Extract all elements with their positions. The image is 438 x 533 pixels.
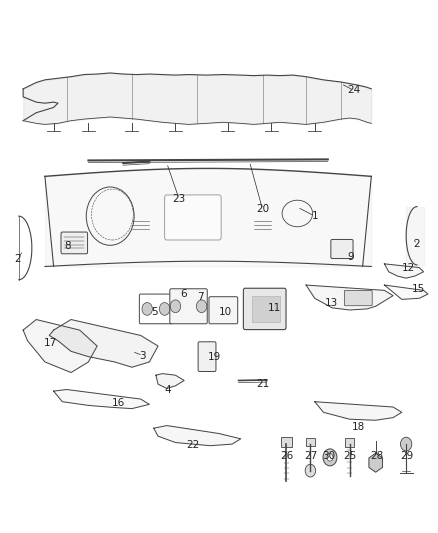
Polygon shape	[49, 319, 158, 367]
Text: 10: 10	[219, 306, 232, 317]
Text: 17: 17	[44, 338, 57, 349]
FancyBboxPatch shape	[281, 437, 292, 447]
Text: 7: 7	[197, 292, 204, 302]
FancyBboxPatch shape	[165, 195, 221, 240]
Text: 5: 5	[151, 306, 158, 317]
FancyBboxPatch shape	[198, 342, 216, 372]
Text: 18: 18	[352, 422, 365, 432]
Text: 23: 23	[172, 193, 186, 204]
Text: 24: 24	[347, 85, 360, 95]
Polygon shape	[385, 285, 428, 300]
Polygon shape	[315, 402, 402, 420]
Text: 2: 2	[14, 254, 21, 263]
Text: 25: 25	[343, 451, 356, 461]
Polygon shape	[154, 425, 241, 446]
Text: 3: 3	[140, 351, 146, 361]
Polygon shape	[23, 319, 97, 373]
FancyBboxPatch shape	[139, 294, 173, 324]
Circle shape	[196, 300, 207, 313]
FancyBboxPatch shape	[244, 288, 286, 329]
Text: 22: 22	[186, 440, 200, 450]
Text: 13: 13	[325, 297, 338, 308]
Circle shape	[400, 437, 412, 451]
Text: 8: 8	[64, 241, 71, 252]
FancyBboxPatch shape	[209, 297, 238, 324]
FancyBboxPatch shape	[331, 239, 353, 259]
FancyBboxPatch shape	[252, 296, 280, 322]
Text: 16: 16	[111, 398, 125, 408]
Circle shape	[323, 449, 337, 466]
Polygon shape	[306, 285, 393, 310]
FancyBboxPatch shape	[345, 438, 354, 447]
FancyBboxPatch shape	[306, 438, 315, 446]
Text: 11: 11	[268, 303, 281, 313]
Text: 30: 30	[322, 451, 336, 461]
Text: 4: 4	[164, 384, 171, 394]
FancyBboxPatch shape	[344, 290, 372, 306]
Text: 9: 9	[348, 252, 354, 262]
Text: 21: 21	[256, 379, 269, 389]
Text: 15: 15	[412, 284, 425, 294]
Text: 20: 20	[256, 204, 269, 214]
Text: 29: 29	[400, 451, 413, 461]
Text: 12: 12	[402, 263, 415, 272]
Text: 2: 2	[414, 239, 420, 249]
Circle shape	[142, 303, 152, 316]
Circle shape	[159, 303, 170, 316]
Text: 19: 19	[208, 352, 221, 361]
Circle shape	[170, 300, 181, 313]
Text: 27: 27	[304, 451, 317, 461]
Text: 1: 1	[311, 211, 318, 221]
Circle shape	[327, 454, 333, 461]
FancyBboxPatch shape	[170, 289, 207, 324]
Polygon shape	[156, 374, 184, 389]
FancyBboxPatch shape	[61, 232, 88, 254]
Polygon shape	[53, 390, 149, 409]
Polygon shape	[385, 264, 424, 278]
Text: 28: 28	[371, 451, 384, 461]
Circle shape	[305, 464, 316, 477]
Text: 6: 6	[180, 289, 187, 299]
Text: 26: 26	[280, 451, 293, 461]
